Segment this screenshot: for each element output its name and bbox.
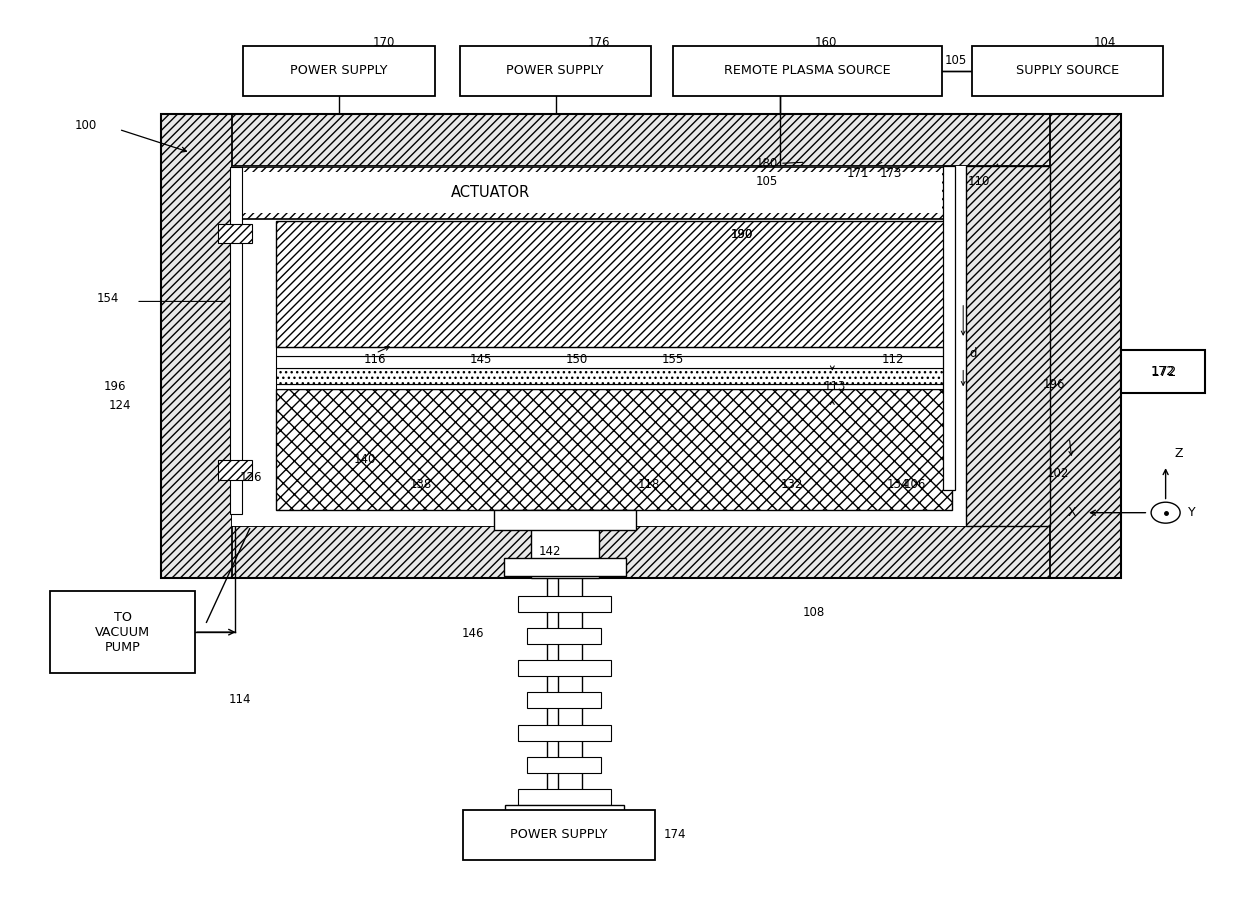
Text: 134: 134 (887, 478, 909, 491)
Bar (517, 596, 611, 612)
Text: 100: 100 (74, 119, 97, 132)
Bar (460, 46, 651, 96)
Text: d: d (970, 346, 977, 360)
Text: REMOTE PLASMA SOURCE: REMOTE PLASMA SOURCE (724, 65, 892, 77)
Bar (972, 46, 1163, 96)
Text: 126: 126 (239, 471, 263, 483)
Bar (531, 510, 599, 578)
Bar (161, 526, 1121, 578)
Bar (232, 166, 1049, 526)
Text: 108: 108 (802, 606, 825, 619)
Text: 196: 196 (1042, 378, 1065, 391)
Text: ACTUATOR: ACTUATOR (450, 185, 529, 200)
Text: POWER SUPPLY: POWER SUPPLY (506, 65, 604, 77)
Bar (527, 757, 601, 773)
Bar (275, 355, 952, 368)
Bar (966, 166, 1049, 526)
Text: Y: Y (1188, 506, 1195, 519)
Text: 106: 106 (904, 478, 926, 491)
Text: 118: 118 (637, 478, 660, 491)
Text: 196: 196 (104, 379, 126, 393)
Text: 190: 190 (732, 228, 754, 241)
Text: 174: 174 (663, 828, 686, 841)
Text: Z: Z (1174, 448, 1183, 460)
Text: 102: 102 (1047, 467, 1069, 480)
Text: 154: 154 (97, 292, 119, 305)
Bar (161, 114, 1121, 578)
Text: 110: 110 (968, 175, 991, 187)
Text: 173: 173 (879, 168, 901, 180)
Text: 176: 176 (588, 37, 610, 49)
Text: 155: 155 (662, 353, 684, 366)
Bar (161, 114, 1121, 166)
Bar (494, 510, 636, 529)
Bar (517, 660, 611, 676)
Text: SUPPLY SOURCE: SUPPLY SOURCE (1016, 65, 1118, 77)
Text: 116: 116 (363, 353, 386, 366)
Text: 190: 190 (732, 228, 754, 241)
Bar (505, 806, 624, 821)
Bar (161, 114, 232, 578)
Text: 172: 172 (1151, 365, 1176, 379)
Text: 145: 145 (470, 353, 492, 366)
Text: 105: 105 (945, 54, 967, 67)
Text: 171: 171 (847, 168, 869, 180)
Bar (517, 789, 611, 806)
Bar (527, 692, 601, 709)
Bar (275, 346, 952, 355)
Text: 146: 146 (463, 627, 485, 640)
Text: 160: 160 (815, 37, 837, 49)
Text: X: X (1068, 506, 1076, 519)
Bar (275, 389, 952, 510)
Text: 172: 172 (1149, 365, 1177, 379)
Bar (275, 384, 952, 389)
Bar (944, 166, 955, 491)
Bar (1049, 114, 1121, 578)
Text: 138: 138 (410, 478, 433, 491)
Text: 105: 105 (756, 175, 777, 187)
Bar (50, 591, 196, 673)
Text: 170: 170 (373, 37, 396, 49)
Text: 124: 124 (109, 399, 131, 413)
Text: 114: 114 (228, 693, 252, 706)
Bar (232, 167, 949, 219)
Bar (1121, 351, 1205, 393)
Text: TO
VACUUM
PUMP: TO VACUUM PUMP (95, 611, 150, 654)
Bar (527, 628, 601, 644)
Text: POWER SUPPLY: POWER SUPPLY (510, 829, 608, 841)
Text: 142: 142 (538, 544, 560, 558)
Text: POWER SUPPLY: POWER SUPPLY (290, 65, 388, 77)
Bar (243, 46, 435, 96)
Text: 104: 104 (1094, 37, 1116, 49)
Text: 150: 150 (565, 353, 588, 366)
Text: 180: 180 (756, 157, 777, 170)
Bar (517, 725, 611, 741)
Text: 113: 113 (823, 379, 846, 393)
Bar (217, 223, 252, 243)
Bar (275, 368, 952, 384)
Bar (229, 167, 242, 515)
Bar (1121, 351, 1205, 393)
Bar (275, 222, 952, 346)
Bar (217, 460, 252, 480)
Text: 112: 112 (882, 353, 904, 366)
Bar (503, 558, 626, 576)
Bar (673, 46, 942, 96)
Text: 140: 140 (353, 453, 376, 466)
Bar (464, 809, 655, 860)
Text: 132: 132 (780, 478, 802, 491)
Bar (238, 172, 942, 213)
